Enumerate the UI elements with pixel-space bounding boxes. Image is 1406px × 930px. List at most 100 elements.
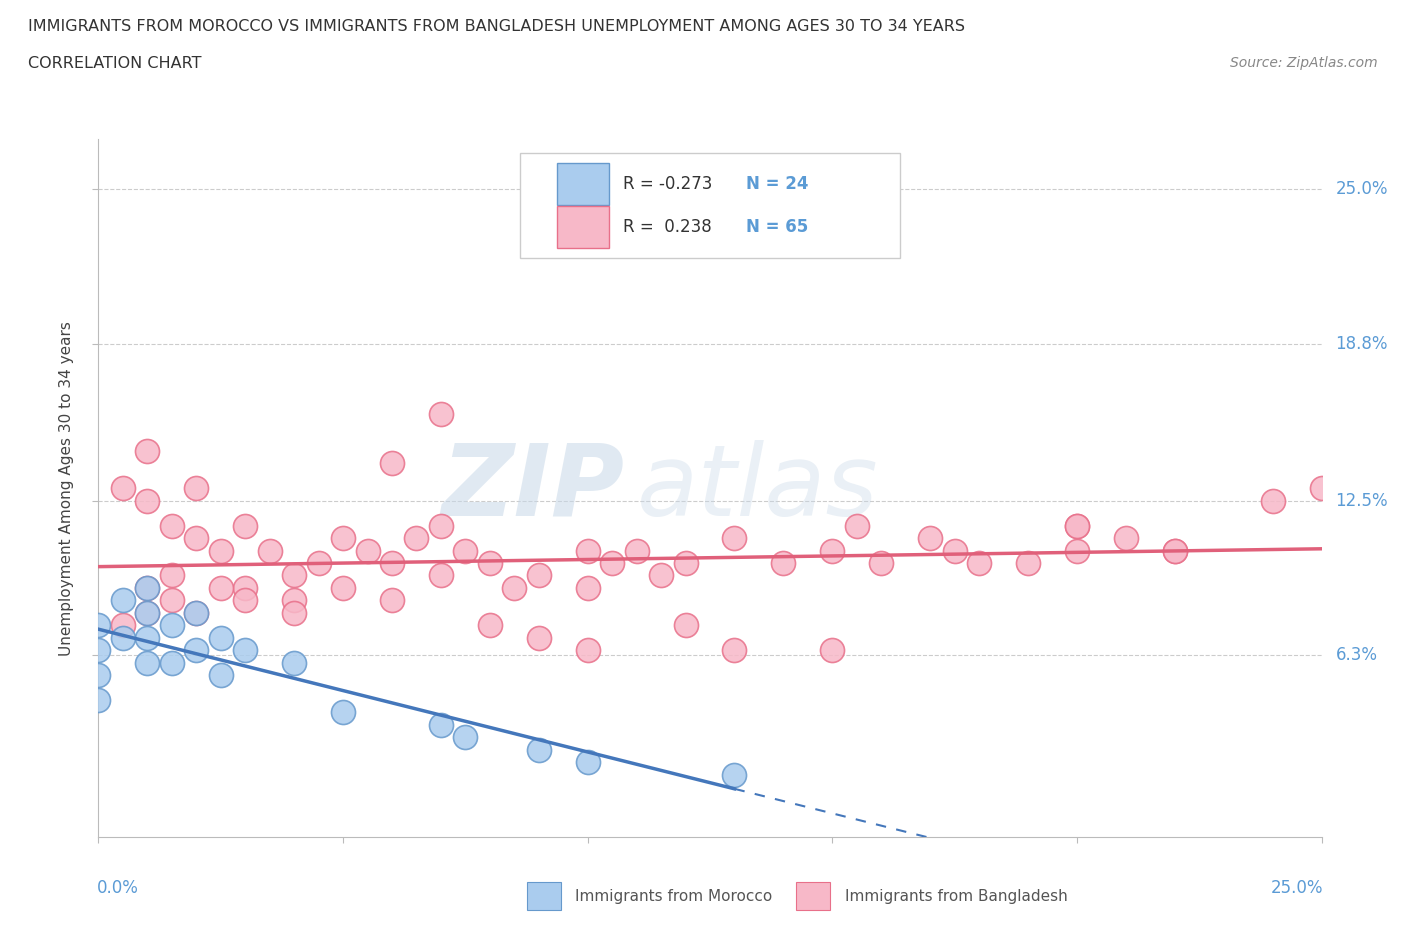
Point (870, 555, 893, 570)
Point (381, 593, 404, 608)
Point (454, 543, 477, 558)
Point (675, 555, 697, 570)
Text: Source: ZipAtlas.com: Source: ZipAtlas.com (1230, 56, 1378, 70)
Point (136, 631, 159, 645)
Point (136, 444, 159, 458)
Point (576, 755, 599, 770)
Point (356, 543, 378, 558)
Point (283, 568, 305, 583)
Point (405, 531, 427, 546)
Point (259, 543, 281, 558)
Y-axis label: Unemployment Among Ages 30 to 34 years: Unemployment Among Ages 30 to 34 years (59, 321, 75, 656)
Point (160, 593, 183, 608)
Point (1261, 493, 1284, 508)
Point (1066, 518, 1088, 533)
Point (430, 518, 453, 533)
Text: 18.8%: 18.8% (1336, 335, 1388, 352)
FancyBboxPatch shape (520, 153, 900, 259)
Point (650, 568, 672, 583)
Point (136, 605, 159, 620)
Point (283, 593, 305, 608)
Point (821, 643, 844, 658)
Point (576, 543, 599, 558)
Point (723, 767, 745, 782)
Point (626, 543, 648, 558)
Point (967, 555, 990, 570)
Point (1164, 543, 1187, 558)
Point (136, 580, 159, 595)
Text: N = 65: N = 65 (745, 219, 808, 236)
Point (233, 518, 256, 533)
Text: 25.0%: 25.0% (1271, 879, 1323, 897)
Point (233, 593, 256, 608)
Point (160, 518, 183, 533)
Point (478, 555, 501, 570)
FancyBboxPatch shape (796, 883, 830, 910)
Point (160, 618, 183, 632)
Point (209, 631, 232, 645)
Text: IMMIGRANTS FROM MOROCCO VS IMMIGRANTS FROM BANGLADESH UNEMPLOYMENT AMONG AGES 30: IMMIGRANTS FROM MOROCCO VS IMMIGRANTS FR… (28, 19, 965, 33)
Point (111, 593, 134, 608)
Point (430, 406, 453, 421)
Point (503, 580, 526, 595)
Point (943, 543, 966, 558)
Point (430, 717, 453, 732)
Point (381, 555, 404, 570)
Text: N = 24: N = 24 (745, 175, 808, 193)
Point (454, 730, 477, 745)
Point (308, 555, 330, 570)
FancyBboxPatch shape (557, 206, 609, 248)
Point (87, 618, 110, 632)
Point (111, 481, 134, 496)
Point (136, 493, 159, 508)
Text: ZIP: ZIP (441, 440, 624, 537)
Point (1115, 531, 1137, 546)
Point (186, 531, 208, 546)
Point (209, 580, 232, 595)
Point (136, 605, 159, 620)
Point (600, 555, 623, 570)
Text: R = -0.273: R = -0.273 (623, 175, 713, 193)
Point (527, 631, 550, 645)
Point (381, 456, 404, 471)
Text: Immigrants from Bangladesh: Immigrants from Bangladesh (845, 889, 1067, 904)
Point (1066, 543, 1088, 558)
Point (283, 605, 305, 620)
Text: atlas: atlas (637, 440, 879, 537)
Point (233, 643, 256, 658)
Text: 6.3%: 6.3% (1336, 646, 1378, 664)
Point (332, 531, 354, 546)
Point (160, 656, 183, 671)
Point (527, 742, 550, 757)
Text: Immigrants from Morocco: Immigrants from Morocco (575, 889, 773, 904)
Point (576, 643, 599, 658)
Point (1164, 543, 1187, 558)
Text: CORRELATION CHART: CORRELATION CHART (28, 56, 201, 71)
Point (576, 580, 599, 595)
Point (723, 531, 745, 546)
Point (209, 668, 232, 683)
Point (527, 568, 550, 583)
Point (111, 618, 134, 632)
Point (332, 705, 354, 720)
Point (283, 656, 305, 671)
Point (87, 668, 110, 683)
Point (136, 580, 159, 595)
Point (87, 693, 110, 708)
FancyBboxPatch shape (557, 164, 609, 206)
Point (160, 568, 183, 583)
Point (675, 618, 697, 632)
Text: 12.5%: 12.5% (1336, 492, 1388, 510)
Point (186, 605, 208, 620)
Point (478, 618, 501, 632)
Point (87, 643, 110, 658)
FancyBboxPatch shape (526, 883, 561, 910)
Point (1066, 518, 1088, 533)
Point (233, 580, 256, 595)
Point (186, 643, 208, 658)
Point (332, 580, 354, 595)
Point (209, 543, 232, 558)
Point (186, 481, 208, 496)
Point (723, 643, 745, 658)
Point (111, 631, 134, 645)
